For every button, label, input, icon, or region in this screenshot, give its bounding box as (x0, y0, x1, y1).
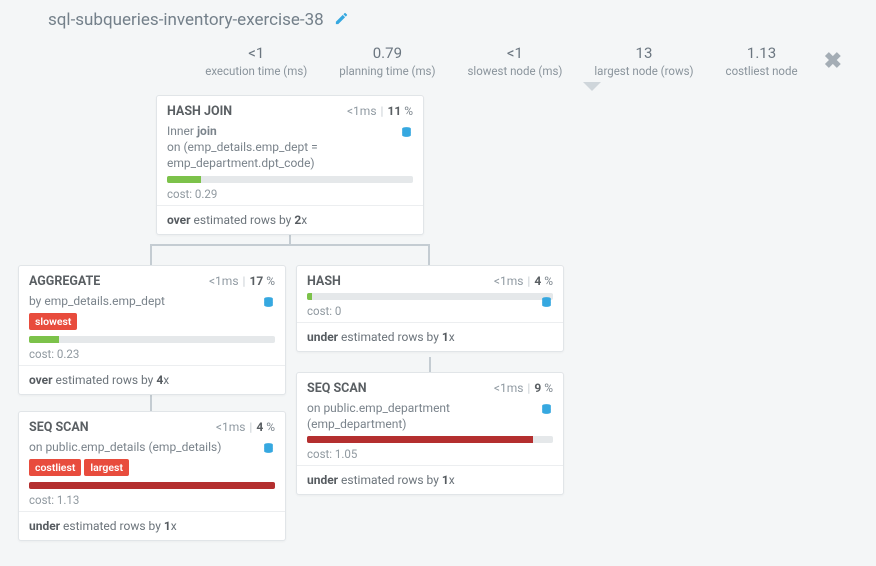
database-icon (540, 402, 553, 421)
database-icon (540, 295, 553, 314)
cost-bar (29, 482, 275, 489)
node-title: SEQ SCAN (29, 420, 216, 435)
cost-bar (29, 336, 275, 343)
node-seq-scan-details[interactable]: SEQ SCAN <1ms | 4 % on public.emp_detail… (18, 411, 286, 541)
node-estimate: over estimated rows by 2x (157, 205, 423, 234)
database-icon (262, 295, 275, 314)
connector (150, 244, 430, 266)
stat-largest-node: 13 largest node (rows) (578, 44, 709, 78)
node-estimate: under estimated rows by 1x (297, 322, 563, 351)
node-title: HASH JOIN (167, 104, 347, 119)
cost-value: cost: 1.13 (29, 493, 275, 507)
node-estimate: over estimated rows by 4x (19, 365, 285, 394)
stats-bar: <1 execution time (ms) 0.79 planning tim… (48, 44, 856, 78)
stat-planning-time: 0.79 planning time (ms) (323, 44, 451, 78)
node-hash-join[interactable]: HASH JOIN <1ms | 11 % Inner joinon (emp_… (156, 95, 424, 235)
edit-icon[interactable] (334, 11, 349, 30)
node-title: SEQ SCAN (307, 381, 494, 396)
tag-largest: largest (84, 459, 129, 476)
node-detail: Inner joinon (emp_details.emp_dept = emp… (167, 123, 413, 172)
node-time: <1ms (209, 274, 239, 288)
node-time: <1ms (347, 104, 377, 118)
connector (150, 395, 152, 412)
node-pct: 17 % (249, 274, 275, 288)
cost-value: cost: 0.23 (29, 347, 275, 361)
stat-slowest-node: <1 slowest node (ms) (452, 44, 579, 78)
tag-costliest: costliest (29, 459, 81, 476)
node-pct: 4 % (256, 420, 275, 434)
cost-value: cost: 1.05 (307, 447, 553, 461)
node-estimate: under estimated rows by 1x (297, 465, 563, 494)
stat-execution-time: <1 execution time (ms) (189, 44, 323, 78)
node-time: <1ms (494, 381, 524, 395)
node-title: AGGREGATE (29, 274, 209, 289)
node-pct: 4 % (534, 274, 553, 288)
page-title: sql-subqueries-inventory-exercise-38 (48, 10, 324, 30)
database-icon (262, 441, 275, 460)
tag-slowest: slowest (29, 313, 77, 330)
node-pct: 9 % (534, 381, 553, 395)
node-hash[interactable]: HASH <1ms | 4 % cost: 0 under estimated … (296, 265, 564, 352)
node-time: <1ms (494, 274, 524, 288)
stat-costliest-node: 1.13 costliest node (710, 44, 814, 78)
node-title: HASH (307, 274, 494, 289)
connector (429, 357, 431, 373)
database-icon (400, 125, 413, 144)
node-detail: by emp_details.emp_dept (29, 293, 275, 309)
cost-bar (307, 436, 553, 443)
node-estimate: under estimated rows by 1x (19, 511, 285, 540)
node-seq-scan-department[interactable]: SEQ SCAN <1ms | 9 % on public.emp_depart… (296, 372, 564, 495)
plan-canvas: HASH JOIN <1ms | 11 % Inner joinon (emp_… (0, 95, 876, 555)
node-tags: costliestlargest (29, 459, 275, 476)
close-icon[interactable]: ✖ (814, 49, 846, 74)
node-pct: 11 % (387, 104, 413, 118)
cost-value: cost: 0 (307, 304, 553, 318)
cost-bar (307, 293, 553, 300)
node-tags: slowest (29, 313, 275, 330)
stats-pointer-icon (583, 82, 601, 91)
node-aggregate[interactable]: AGGREGATE <1ms | 17 % by emp_details.emp… (18, 265, 286, 395)
node-detail: on public.emp_department (emp_department… (307, 400, 553, 432)
node-detail: on public.emp_details (emp_details) (29, 439, 275, 455)
node-time: <1ms (216, 420, 246, 434)
cost-bar (167, 176, 413, 183)
cost-value: cost: 0.29 (167, 187, 413, 201)
